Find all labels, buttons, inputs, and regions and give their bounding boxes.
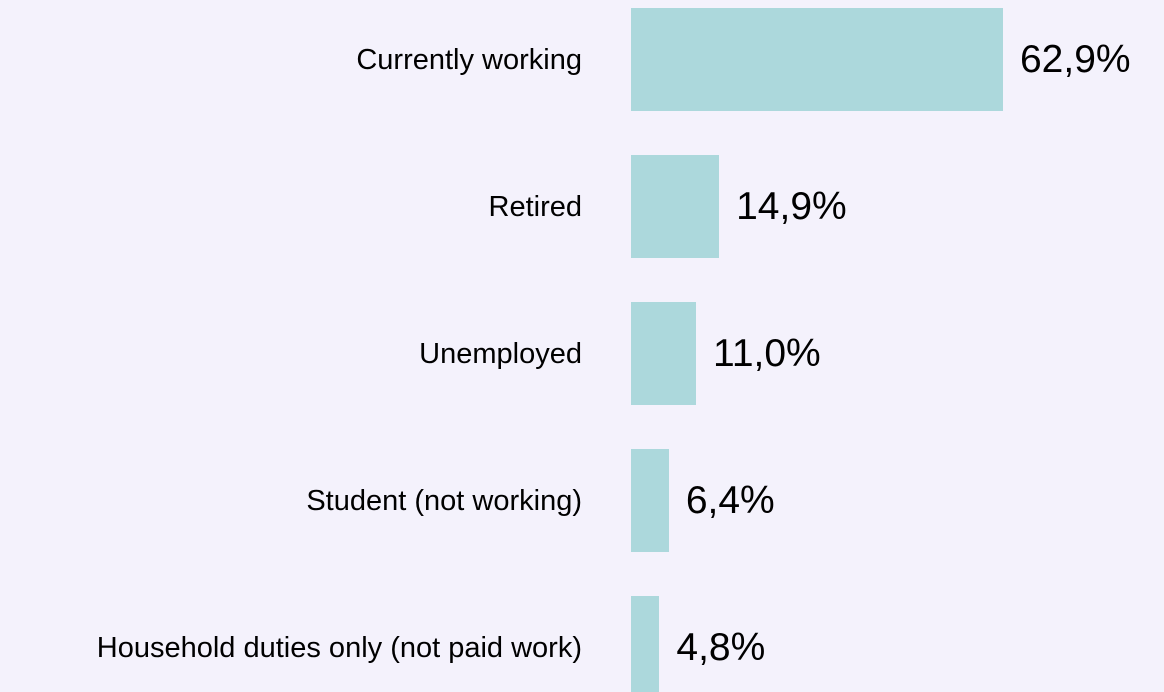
category-label: Student (not working)	[306, 484, 582, 517]
value-label: 14,9%	[736, 184, 847, 228]
bar	[631, 596, 660, 692]
bar	[631, 302, 697, 405]
category-label-box: Currently working	[12, 8, 582, 111]
category-label: Unemployed	[419, 337, 582, 370]
category-label-box: Unemployed	[12, 302, 582, 405]
value-label: 6,4%	[685, 478, 775, 522]
bar	[631, 155, 720, 258]
category-label: Retired	[488, 190, 583, 223]
value-label: 62,9%	[1019, 37, 1131, 81]
category-label: Household duties only (not paid work)	[96, 631, 582, 664]
category-label-box: Student (not working)	[12, 449, 582, 552]
value-label: 11,0%	[713, 331, 821, 375]
bar	[631, 8, 1003, 111]
bar	[631, 449, 669, 552]
category-label: Currently working	[356, 43, 582, 76]
category-label-box: Household duties only (not paid work)	[12, 596, 582, 692]
value-label: 4,8%	[676, 625, 766, 669]
category-label-box: Retired	[12, 155, 583, 258]
